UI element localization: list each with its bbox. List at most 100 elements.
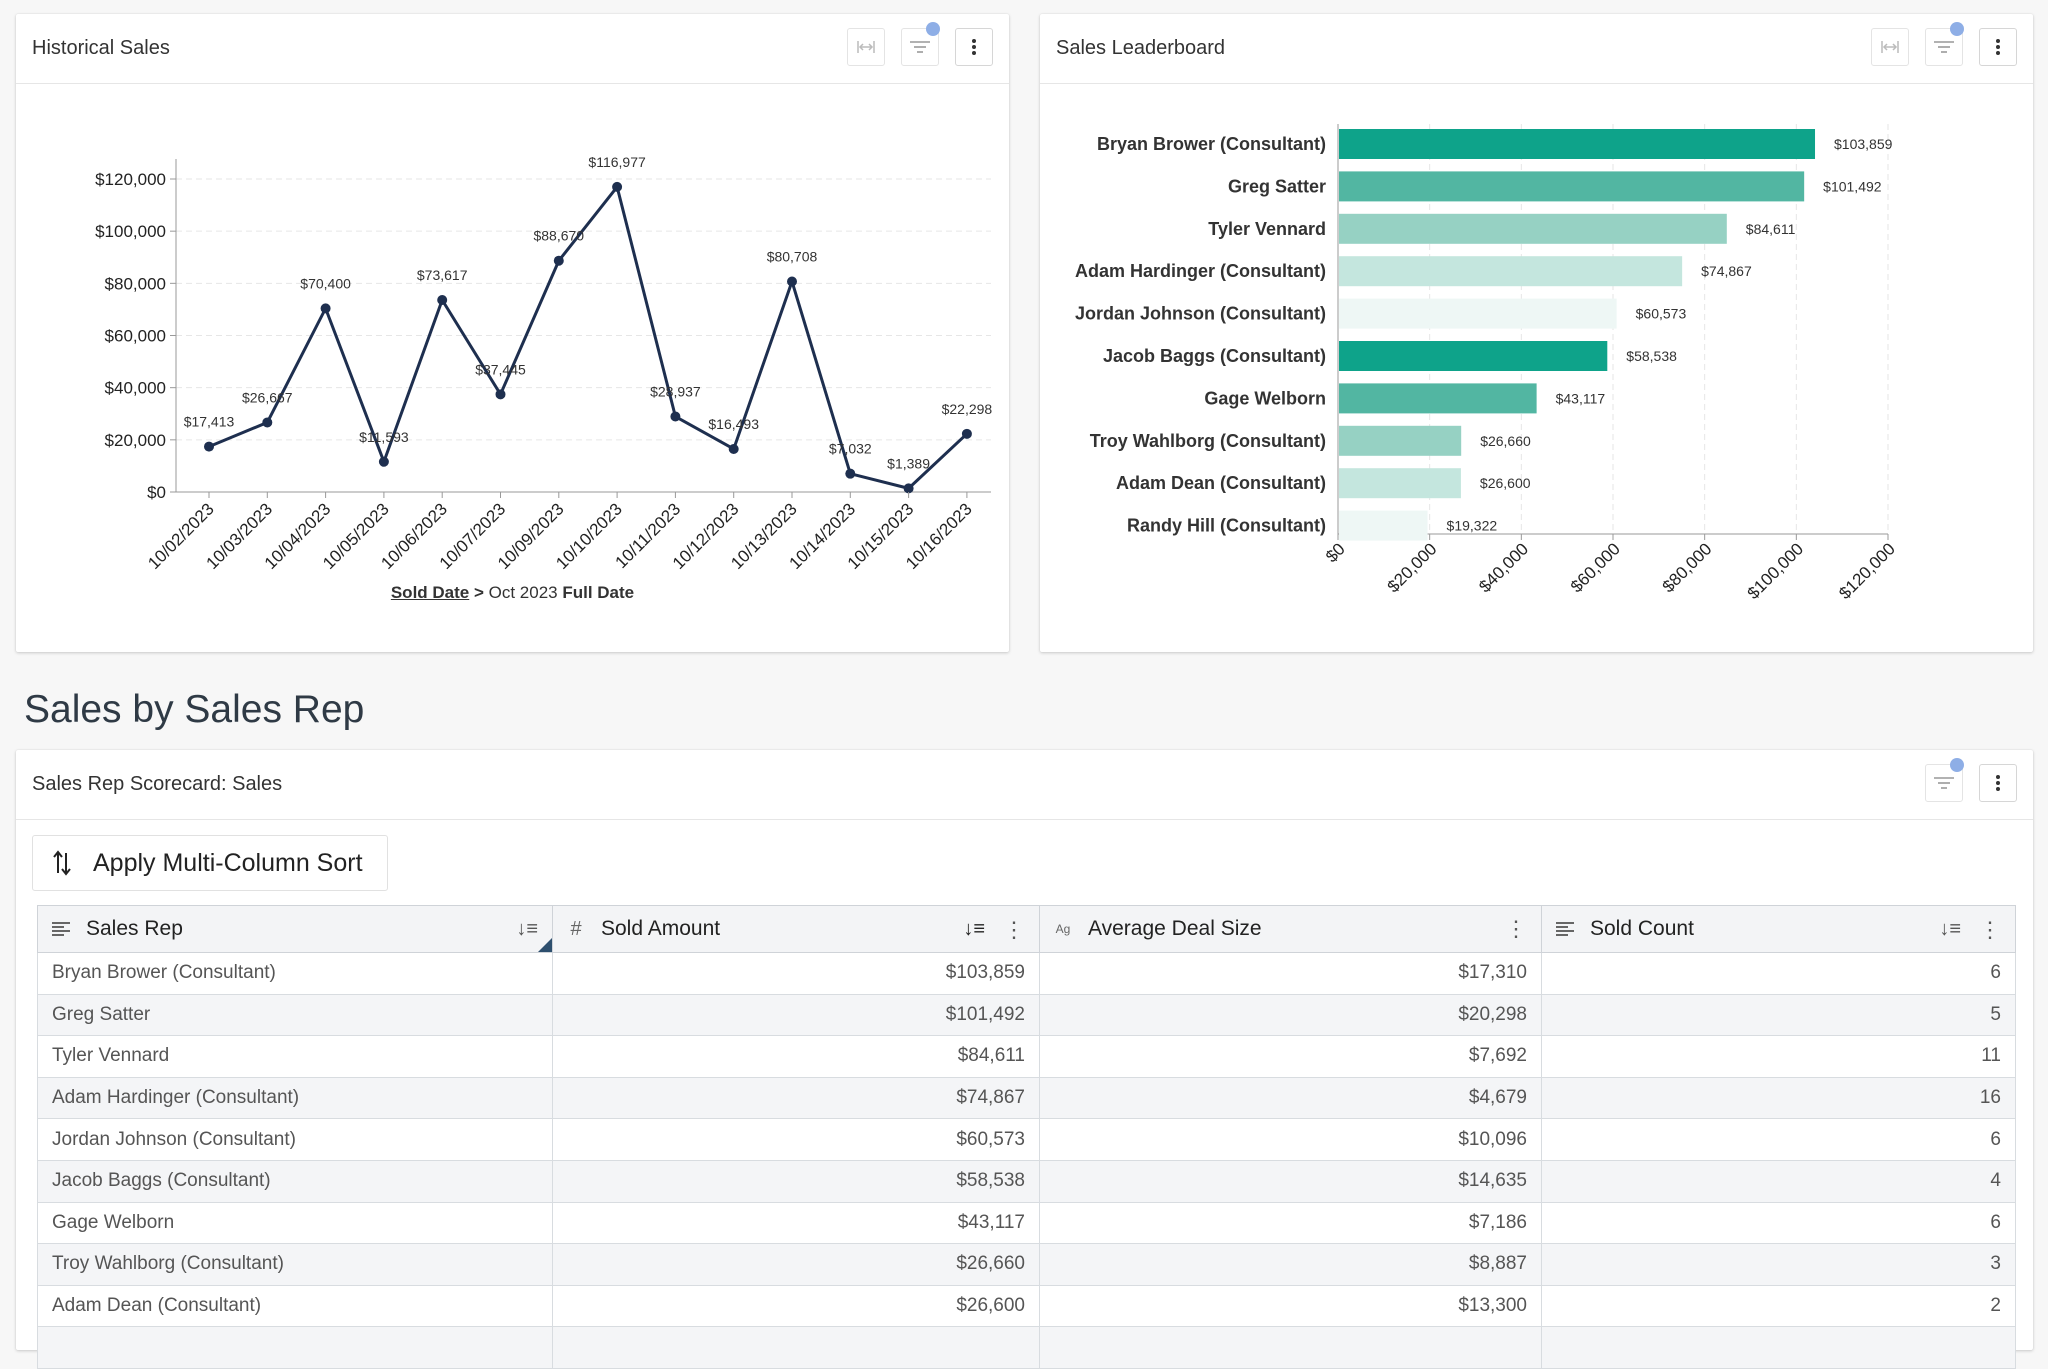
y-tick-label: $0	[147, 483, 166, 502]
category-label: Troy Wahlborg (Consultant)	[1090, 431, 1326, 451]
data-label: $58,538	[1626, 348, 1677, 364]
col-label: Sales Rep	[86, 917, 183, 940]
filter-active-dot	[1950, 758, 1964, 772]
scorecard-card: Sales Rep Scorecard: Sales Apply Multi-C…	[16, 750, 2033, 1369]
col-label: Sold Amount	[601, 917, 721, 940]
historical-sales-line-chart: $0 $20,000 $40,000 $60,000 $80,000 $100,000 $1…	[95, 154, 992, 573]
text-column-icon	[50, 921, 72, 937]
col-header-sold-amount[interactable]: # Sold Amount ↓≡ ⋮	[552, 905, 1040, 953]
x-tick-label: $20,000	[1384, 539, 1441, 596]
data-point	[728, 443, 739, 454]
table-cell: $13,300	[1039, 1284, 1542, 1328]
sort-icon[interactable]: ↓≡	[516, 918, 538, 940]
table-row[interactable]: Greg Satter $101,492 $20,298 5	[37, 993, 2016, 1037]
category-label: Jacob Baggs (Consultant)	[1103, 346, 1326, 366]
bar	[1339, 425, 1462, 456]
table-row[interactable]: Bryan Brower (Consultant) $103,859 $17,310…	[37, 952, 2016, 995]
table-cell: Adam Hardinger (Consultant)	[37, 1076, 553, 1120]
table-cell: 6	[1541, 1118, 2016, 1161]
table-row[interactable]: Jacob Baggs (Consultant) $58,538 $14,635 4	[37, 1159, 2016, 1203]
filter-active-dot	[1950, 22, 1964, 36]
category-label: Gage Welborn	[1204, 388, 1326, 408]
data-label: $88,670	[533, 228, 584, 244]
more-options-button[interactable]	[1979, 28, 2017, 66]
table-cell: 6	[1541, 1201, 2016, 1245]
calculated-column-icon: Ag	[1055, 922, 1071, 936]
table-row[interactable]: Adam Dean (Consultant) $26,600 $13,300 2	[37, 1284, 2016, 1328]
column-menu-icon[interactable]: ⋮	[1003, 916, 1025, 942]
sort-arrows-icon	[53, 850, 71, 876]
table-row[interactable]: Gage Welborn $43,117 $7,186 6	[37, 1201, 2016, 1245]
table-cell: $14,635	[1039, 1159, 1542, 1203]
col-header-sold-count[interactable]: Sold Count ↓≡ ⋮	[1541, 905, 2016, 953]
scorecard-table: Sales Rep ↓≡ # Sold Amount ↓≡ ⋮ Ag Averag…	[37, 905, 2016, 1369]
table-cell: $20,298	[1039, 993, 1542, 1037]
table-cell: 5	[1541, 993, 2016, 1037]
table-cell: 4	[1541, 1159, 2016, 1203]
table-cell: Troy Wahlborg (Consultant)	[37, 1243, 553, 1286]
bar	[1339, 383, 1537, 414]
data-label: $103,859	[1834, 136, 1893, 152]
table-cell: $7,186	[1039, 1201, 1542, 1245]
bar	[1339, 213, 1727, 244]
data-point	[378, 456, 389, 467]
table-cell: Jacob Baggs (Consultant)	[37, 1159, 553, 1203]
data-label: $43,117	[1556, 390, 1606, 406]
table-cell: $84,611	[552, 1035, 1040, 1078]
x-tick-label: $80,000	[1659, 539, 1716, 596]
kebab-icon	[972, 39, 976, 55]
filter-button[interactable]	[901, 22, 940, 66]
data-point	[670, 411, 681, 422]
data-label: $84,611	[1746, 221, 1796, 237]
section-title: Sales by Sales Rep	[24, 688, 365, 731]
data-point	[495, 389, 506, 400]
category-label: Tyler Vennard	[1208, 219, 1326, 239]
category-label: Bryan Brower (Consultant)	[1097, 134, 1326, 154]
table-cell: Bryan Brower (Consultant)	[37, 952, 553, 995]
data-point	[787, 276, 797, 287]
scorecard-title: Sales Rep Scorecard: Sales	[32, 773, 283, 795]
fit-width-button[interactable]	[847, 28, 885, 66]
filter-button[interactable]	[1925, 22, 1964, 66]
data-point	[437, 294, 448, 305]
table-header-row: Sales Rep ↓≡ # Sold Amount ↓≡ ⋮ Ag Averag…	[37, 905, 2016, 953]
bar	[1339, 129, 1816, 159]
apply-multi-column-sort-button[interactable]: Apply Multi-Column Sort	[32, 835, 388, 891]
table-row[interactable]: Tyler Vennard $84,611 $7,692 11	[37, 1035, 2016, 1078]
table-cell: Tyler Vennard	[37, 1035, 553, 1078]
x-axis-field[interactable]: Sold Date	[390, 583, 470, 602]
table-row[interactable]: Jordan Johnson (Consultant) $60,573 $10,09…	[37, 1118, 2016, 1161]
fit-width-button[interactable]	[1871, 28, 1909, 66]
historical-sales-header: Historical Sales	[16, 14, 1009, 84]
resize-corner[interactable]	[538, 938, 552, 952]
x-tick-label: $0	[1322, 539, 1349, 566]
x-axis-sep: >	[469, 583, 489, 602]
table-cell: $8,887	[1039, 1243, 1542, 1286]
col-label: Average Deal Size	[1088, 917, 1262, 940]
data-label: $28,937	[650, 384, 701, 400]
bar	[1339, 510, 1428, 541]
filter-button[interactable]	[1925, 758, 1964, 802]
table-row[interactable]: Troy Wahlborg (Consultant) $26,660 $8,887 3	[37, 1243, 2016, 1286]
data-label: $26,660	[1480, 433, 1531, 449]
column-menu-icon[interactable]: ⋮	[1505, 916, 1527, 941]
category-label: Randy Hill (Consultant)	[1127, 516, 1326, 536]
data-label: $80,708	[767, 248, 818, 264]
x-axis-grain: Oct 2023	[488, 583, 563, 602]
y-tick-label: $60,000	[105, 327, 166, 346]
data-label: $11,593	[359, 429, 409, 445]
historical-sales-title: Historical Sales	[32, 37, 170, 59]
sort-icon[interactable]: ↓≡	[1939, 918, 1961, 940]
col-header-sales-rep[interactable]: Sales Rep ↓≡	[37, 905, 553, 953]
number-column-icon: #	[570, 917, 582, 940]
more-options-button[interactable]	[955, 28, 993, 66]
column-menu-icon[interactable]: ⋮	[1979, 916, 2001, 942]
table-cell: $103,859	[552, 952, 1040, 995]
table-row[interactable]: Adam Hardinger (Consultant) $74,867 $4,679…	[37, 1076, 2016, 1120]
category-label: Jordan Johnson (Consultant)	[1075, 304, 1326, 324]
sort-desc-icon[interactable]: ↓≡	[963, 918, 985, 940]
data-point	[845, 468, 856, 479]
col-header-average-deal-size[interactable]: Ag Average Deal Size ⋮	[1039, 905, 1542, 953]
more-options-button[interactable]	[1979, 764, 2017, 802]
table-cell	[37, 1326, 553, 1369]
